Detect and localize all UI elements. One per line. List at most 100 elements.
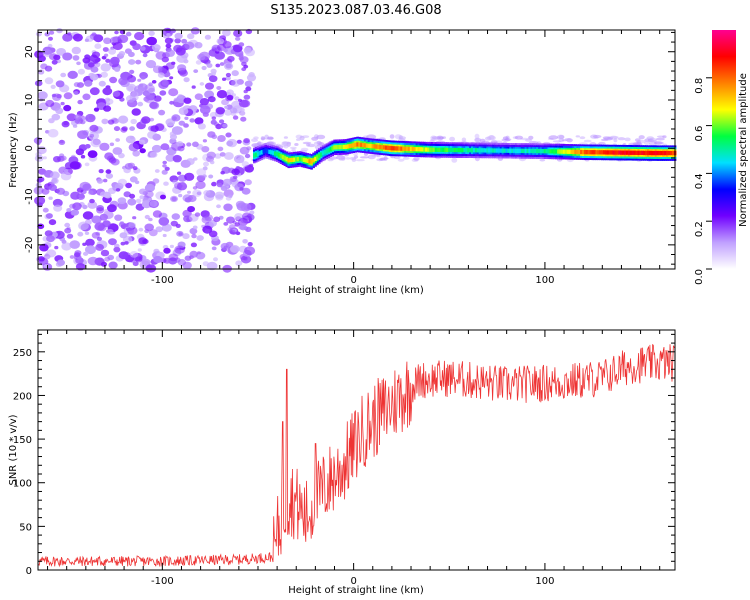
noise-blob (170, 28, 176, 34)
noise-blob (103, 105, 112, 112)
noise-blob (117, 34, 129, 44)
colorbar: 0.0 0.2 0.4 0.6 0.8 Normalized spectral ampl… (694, 30, 749, 285)
halo-blob (451, 157, 458, 163)
noise-blob (112, 90, 121, 97)
ridge-cell (363, 143, 367, 148)
noise-blob (183, 59, 189, 64)
ridge-cell (402, 146, 405, 151)
noise-blob (168, 253, 179, 262)
noise-blob (50, 84, 56, 89)
ridge-cell (442, 147, 445, 152)
noise-blob (160, 194, 166, 200)
noise-blob (196, 251, 201, 255)
ridge-cell (614, 150, 618, 155)
halo-blob (294, 143, 299, 146)
ridge-cell (407, 146, 411, 152)
noise-blob (206, 261, 218, 271)
noise-blob (105, 169, 112, 174)
noise-blob (240, 99, 251, 108)
noise-blob (110, 56, 120, 65)
ridge-cell (448, 147, 451, 153)
noise-blob (105, 58, 111, 63)
ridge-cell (668, 150, 671, 156)
noise-blob (106, 228, 114, 235)
ridge-cell (597, 150, 600, 155)
noise-blob (149, 101, 158, 109)
ridge-cell (635, 150, 639, 155)
halo-blob (351, 158, 357, 162)
noise-blob (223, 203, 233, 212)
noise-blob (214, 191, 225, 199)
noise-blob (192, 189, 202, 197)
ridge-cell (274, 151, 277, 156)
ridge-cell (287, 158, 290, 163)
noise-blob (222, 29, 231, 37)
y-tick-label: 0 (26, 566, 32, 577)
ridge-cell (337, 145, 340, 150)
noise-blob (34, 80, 43, 87)
noise-blob (36, 139, 42, 144)
ridge-cell (612, 150, 616, 155)
y-tick-label: 0 (24, 145, 35, 151)
noise-blob (239, 224, 247, 231)
ridge-cell (264, 148, 267, 153)
noise-blob (225, 63, 232, 69)
noise-blob (208, 75, 218, 83)
noise-blob (225, 196, 232, 201)
noise-blob (84, 231, 90, 235)
noise-blob (125, 135, 136, 144)
noise-blob (239, 108, 245, 112)
ridge-cell (432, 147, 436, 152)
noise-blob (83, 251, 89, 256)
noise-blob (129, 69, 135, 74)
ridge-cell (469, 148, 472, 153)
halo-blob (552, 140, 562, 143)
halo-blob (302, 135, 310, 139)
halo-blob (328, 156, 338, 160)
noise-blob (66, 113, 77, 122)
ridge-cell (516, 148, 520, 153)
noise-blob (84, 162, 90, 167)
noise-blob (47, 128, 59, 138)
noise-blob (184, 172, 195, 181)
ridge-cell (304, 158, 308, 163)
noise-blob (169, 100, 175, 105)
noise-blob (222, 123, 228, 128)
noise-blob (141, 116, 151, 124)
ridge-cell (566, 149, 570, 154)
noise-blob (196, 235, 204, 241)
noise-blob (243, 47, 252, 54)
ridge-cell (256, 151, 260, 157)
halo-blob (268, 137, 274, 140)
noise-blob (42, 156, 47, 160)
noise-blob (177, 94, 184, 99)
halo-blob (359, 156, 370, 159)
noise-blob (211, 246, 217, 251)
noise-blob (100, 249, 110, 257)
noise-blob (124, 163, 134, 170)
noise-blob (87, 150, 98, 159)
noise-blob (203, 161, 209, 167)
noise-blob (125, 94, 136, 103)
noise-blob (149, 200, 158, 207)
noise-blob (104, 97, 111, 103)
noise-blob (185, 158, 195, 166)
noise-blob (213, 216, 221, 223)
noise-blob (219, 62, 225, 66)
noise-blob (46, 249, 57, 258)
noise-blob (193, 157, 198, 161)
ridge-cell (662, 150, 665, 156)
noise-blob (102, 220, 111, 228)
noise-blob (82, 211, 94, 220)
noise-blob (87, 256, 99, 266)
noise-blob (132, 216, 137, 220)
noise-blob (144, 190, 154, 198)
snr-y-label: SNR (10 * v/v) (8, 414, 19, 485)
noise-blob (37, 69, 45, 75)
ridge-cell (536, 148, 539, 154)
ridge-cell (371, 144, 375, 149)
ridge-cell (576, 149, 579, 155)
ridge-cell (587, 150, 591, 155)
noise-blob (140, 46, 146, 51)
noise-blob (137, 101, 144, 107)
